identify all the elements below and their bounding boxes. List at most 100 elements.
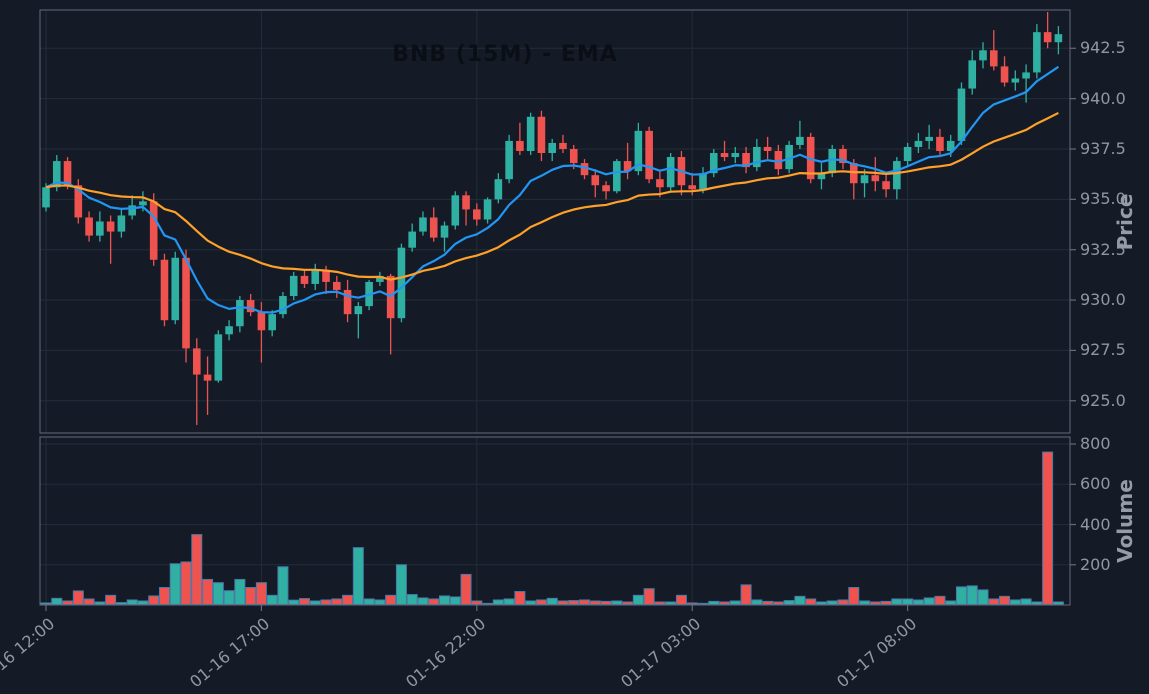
volume-bar xyxy=(686,602,698,606)
candle-body xyxy=(903,146,912,162)
candle-body xyxy=(516,140,524,151)
candle-body xyxy=(720,153,729,158)
candle-body xyxy=(376,275,384,282)
volume-bar xyxy=(255,582,267,605)
candle-body xyxy=(989,50,998,67)
candle-body xyxy=(742,153,750,168)
candle-body xyxy=(699,173,707,190)
candle-body xyxy=(1011,78,1020,83)
candle-body xyxy=(42,187,50,208)
volume-bar xyxy=(535,599,547,605)
candle-body xyxy=(451,195,460,226)
volume-pane-border xyxy=(39,436,1071,606)
volume-bar xyxy=(363,598,375,605)
volume-bar xyxy=(83,598,95,605)
volume-bar xyxy=(708,600,720,605)
candle-body xyxy=(1000,66,1009,83)
volume-bar xyxy=(611,600,623,606)
candle-body xyxy=(408,231,416,248)
volume-bar xyxy=(94,601,106,606)
candle-body xyxy=(613,161,621,192)
candle-body xyxy=(1043,32,1052,43)
candle-body xyxy=(709,153,718,174)
volume-bar xyxy=(417,597,429,605)
volume-bar xyxy=(762,600,774,605)
volume-bar xyxy=(751,599,763,605)
volume-bar xyxy=(406,594,418,605)
candle-body xyxy=(128,205,136,216)
candle-body xyxy=(580,163,589,176)
candle-body xyxy=(268,314,276,331)
volume-bar xyxy=(352,547,364,606)
volume-bar xyxy=(815,601,827,606)
candle-body xyxy=(1022,72,1030,79)
candle-body xyxy=(914,140,923,147)
volume-tick-label: 800 xyxy=(1080,434,1111,454)
candle-body xyxy=(548,142,556,154)
candle-body xyxy=(311,269,320,284)
volume-bar xyxy=(245,586,257,605)
volume-bar xyxy=(977,589,989,605)
volume-bar xyxy=(137,600,149,606)
volume-bar xyxy=(869,601,881,606)
volume-bar xyxy=(180,561,192,606)
volume-bar xyxy=(837,599,849,605)
candle-body xyxy=(462,195,470,210)
candle-body xyxy=(882,181,890,190)
candle-body xyxy=(817,173,826,180)
volume-bar xyxy=(492,599,504,605)
candle-body xyxy=(559,142,567,149)
price-tick-label: 927.5 xyxy=(1080,340,1126,360)
candle-body xyxy=(419,217,427,232)
volume-bar xyxy=(675,594,687,606)
candle-body xyxy=(1033,32,1041,73)
volume-bar xyxy=(428,598,440,605)
candle-body xyxy=(871,175,880,182)
candle-body xyxy=(192,348,201,375)
candle-body xyxy=(602,185,610,192)
candle-body xyxy=(149,201,158,260)
candle-body xyxy=(52,161,61,188)
volume-bar xyxy=(719,601,731,606)
candle-body xyxy=(300,275,309,284)
volume-bar xyxy=(503,598,515,605)
candle-body xyxy=(957,88,966,141)
volume-bar xyxy=(202,578,214,605)
volume-bar xyxy=(460,573,472,606)
volume-bar xyxy=(288,599,300,606)
volume-bar xyxy=(859,600,871,606)
volume-bar xyxy=(568,600,580,606)
volume-bar xyxy=(880,600,892,605)
volume-bar xyxy=(266,594,278,606)
candle-body xyxy=(753,146,761,168)
volume-bar xyxy=(482,602,494,606)
price-tick-label: 932.5 xyxy=(1080,239,1126,259)
volume-bar xyxy=(643,588,655,606)
candle-body xyxy=(440,225,449,238)
volume-bar xyxy=(654,601,666,606)
candle-body xyxy=(473,209,481,220)
candle-body xyxy=(537,116,546,154)
candle-body xyxy=(74,185,83,218)
candle-body xyxy=(96,221,104,236)
volume-bar xyxy=(191,534,203,605)
volume-bar xyxy=(923,597,935,605)
candle-body xyxy=(526,116,535,151)
candle-body xyxy=(354,306,363,315)
volume-bar xyxy=(1020,598,1032,605)
volume-bar xyxy=(115,602,127,606)
volume-bar xyxy=(298,598,310,606)
volume-bar xyxy=(514,591,526,606)
candle-body xyxy=(160,259,169,321)
volume-bar xyxy=(912,599,924,605)
candle-body xyxy=(429,217,438,238)
price-tick-label: 935.0 xyxy=(1080,189,1126,209)
volume-bar xyxy=(449,596,461,605)
candle-body xyxy=(85,217,93,236)
volume-bar xyxy=(234,578,246,605)
volume-bar xyxy=(622,601,634,606)
price-tick-label: 942.5 xyxy=(1080,38,1126,58)
volume-bar xyxy=(966,585,978,606)
volume-bar xyxy=(169,563,181,606)
